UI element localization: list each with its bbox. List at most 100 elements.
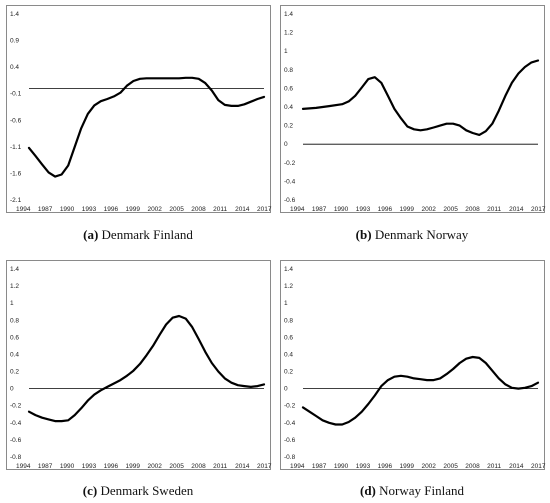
y-tick-label: 1 <box>10 300 14 307</box>
x-tick-label: 2005 <box>169 206 184 213</box>
caption-a-letter: (a) <box>83 227 99 242</box>
y-tick-label: -0.2 <box>284 160 296 167</box>
caption-c-text: Denmark Sweden <box>97 483 194 498</box>
y-tick-label: 0.8 <box>10 317 19 324</box>
y-tick-label: 0 <box>284 386 288 393</box>
y-tick-label: 1.4 <box>10 11 19 18</box>
y-tick-label: -1.6 <box>10 170 22 177</box>
y-tick-label: 1.2 <box>10 283 19 290</box>
y-tick-label: 0.8 <box>284 67 293 74</box>
x-tick-label: 2014 <box>235 206 250 213</box>
y-tick-label: 0.2 <box>284 369 293 376</box>
x-tick-label: 1993 <box>356 206 371 213</box>
x-tick-label: 2017 <box>257 463 272 470</box>
x-tick-label: 2005 <box>443 463 458 470</box>
y-tick-label: 0.4 <box>284 351 293 358</box>
x-tick-label: 2002 <box>421 206 436 213</box>
x-tick-label: 2011 <box>213 463 227 470</box>
y-tick-label: 0 <box>284 141 288 148</box>
x-tick-label: 2005 <box>443 206 458 213</box>
x-tick-label: 1993 <box>82 463 97 470</box>
y-tick-label: -0.6 <box>10 437 22 444</box>
y-tick-label: 1.2 <box>284 283 293 290</box>
chart-c: 1.4 1.2 1 0.8 0.6 0.4 0.2 0 -0.2 -0.4 -0.6 -0.8 1994… <box>6 260 272 470</box>
y-tick-label: -0.2 <box>284 403 296 410</box>
y-tick-label: 1 <box>284 300 288 307</box>
x-tick-label: 2011 <box>213 206 227 213</box>
x-tick-label: 1994 <box>290 463 305 470</box>
y-tick-label: 0.8 <box>284 317 293 324</box>
x-tick-label: 2008 <box>191 463 206 470</box>
y-tick-label: 1.4 <box>284 266 293 273</box>
y-tick-label: 0.2 <box>284 123 293 130</box>
y-tick-label: -0.1 <box>10 91 22 98</box>
x-tick-label: 2017 <box>531 463 546 470</box>
x-tick-label: 1987 <box>38 463 53 470</box>
x-tick-label: 1987 <box>38 206 53 213</box>
x-tick-label: 1987 <box>312 206 327 213</box>
y-tick-label: 1 <box>284 48 288 55</box>
y-tick-label: -0.8 <box>10 454 22 461</box>
chart-d: 1.4 1.2 1 0.8 0.6 0.4 0.2 0 -0.2 -0.4 -0.6 -0.8 1994… <box>280 260 546 470</box>
x-tick-label: 2011 <box>487 463 501 470</box>
y-tick-label: -0.4 <box>284 178 296 185</box>
series-line <box>301 355 540 426</box>
series-line <box>27 314 266 423</box>
x-tick-label: 1999 <box>126 206 141 213</box>
x-tick-label: 2014 <box>509 206 524 213</box>
caption-a-text: Denmark Finland <box>98 227 193 242</box>
x-tick-label: 1990 <box>334 206 349 213</box>
x-tick-label: 1999 <box>126 463 141 470</box>
y-tick-label: -0.4 <box>10 420 22 427</box>
caption-c: (c) Denmark Sweden <box>3 483 273 499</box>
caption-b-text: Denmark Norway <box>371 227 469 242</box>
y-tick-label: 1.4 <box>284 11 293 18</box>
x-tick-label: 2014 <box>509 463 524 470</box>
x-tick-label: 1993 <box>356 463 371 470</box>
y-tick-label: 0.4 <box>10 64 19 71</box>
y-tick-label: -2.1 <box>10 197 22 204</box>
x-tick-label: 1996 <box>104 206 119 213</box>
y-tick-label: 0.6 <box>10 334 19 341</box>
caption-d: (d) Norway Finland <box>277 483 547 499</box>
y-tick-label: 0.2 <box>10 369 19 376</box>
x-tick-label: 1999 <box>400 463 415 470</box>
y-tick-label: 0.6 <box>284 85 293 92</box>
y-tick-label: 0 <box>10 386 14 393</box>
x-tick-label: 1990 <box>334 463 349 470</box>
x-tick-label: 2002 <box>147 206 162 213</box>
series-line <box>27 76 266 178</box>
y-tick-label: -0.6 <box>284 197 296 204</box>
x-tick-label: 2017 <box>257 206 272 213</box>
chart-c-svg: 1.4 1.2 1 0.8 0.6 0.4 0.2 0 -0.2 -0.4 -0.6 -0.8 1994… <box>10 266 272 470</box>
caption-d-text: Norway Finland <box>375 483 464 498</box>
x-tick-label: 1987 <box>312 463 327 470</box>
y-tick-label: 1.4 <box>10 266 19 273</box>
x-tick-label: 1990 <box>60 463 75 470</box>
x-tick-label: 1993 <box>82 206 97 213</box>
x-tick-label: 2011 <box>487 206 501 213</box>
y-tick-label: 0.6 <box>284 334 293 341</box>
x-tick-label: 2008 <box>465 206 480 213</box>
x-tick-label: 2017 <box>531 206 546 213</box>
chart-a: 1.4 0.9 0.4 -0.1 -0.6 -1.1 -1.6 -2.1 1994 1987 199… <box>6 5 272 213</box>
x-tick-label: 2014 <box>235 463 250 470</box>
x-tick-label: 2002 <box>147 463 162 470</box>
x-tick-label: 2005 <box>169 463 184 470</box>
y-tick-label: 0.4 <box>10 351 19 358</box>
y-tick-label: 0.4 <box>284 104 293 111</box>
x-tick-label: 2008 <box>465 463 480 470</box>
x-tick-label: 1994 <box>290 206 305 213</box>
y-tick-label: 1.2 <box>284 30 293 37</box>
y-tick-label: -0.2 <box>10 403 22 410</box>
x-tick-label: 1994 <box>16 206 31 213</box>
series-line <box>301 59 540 136</box>
chart-b: 1.4 1.2 1 0.8 0.6 0.4 0.2 0 -0.2 -0.4 -0.6 1994 1987… <box>280 5 546 213</box>
caption-b-letter: (b) <box>355 227 372 242</box>
y-tick-label: 0.9 <box>10 38 19 45</box>
caption-c-letter: (c) <box>82 483 98 498</box>
x-tick-label: 1996 <box>378 463 393 470</box>
x-tick-label: 1990 <box>60 206 75 213</box>
x-tick-label: 2008 <box>191 206 206 213</box>
x-tick-label: 1994 <box>16 463 31 470</box>
